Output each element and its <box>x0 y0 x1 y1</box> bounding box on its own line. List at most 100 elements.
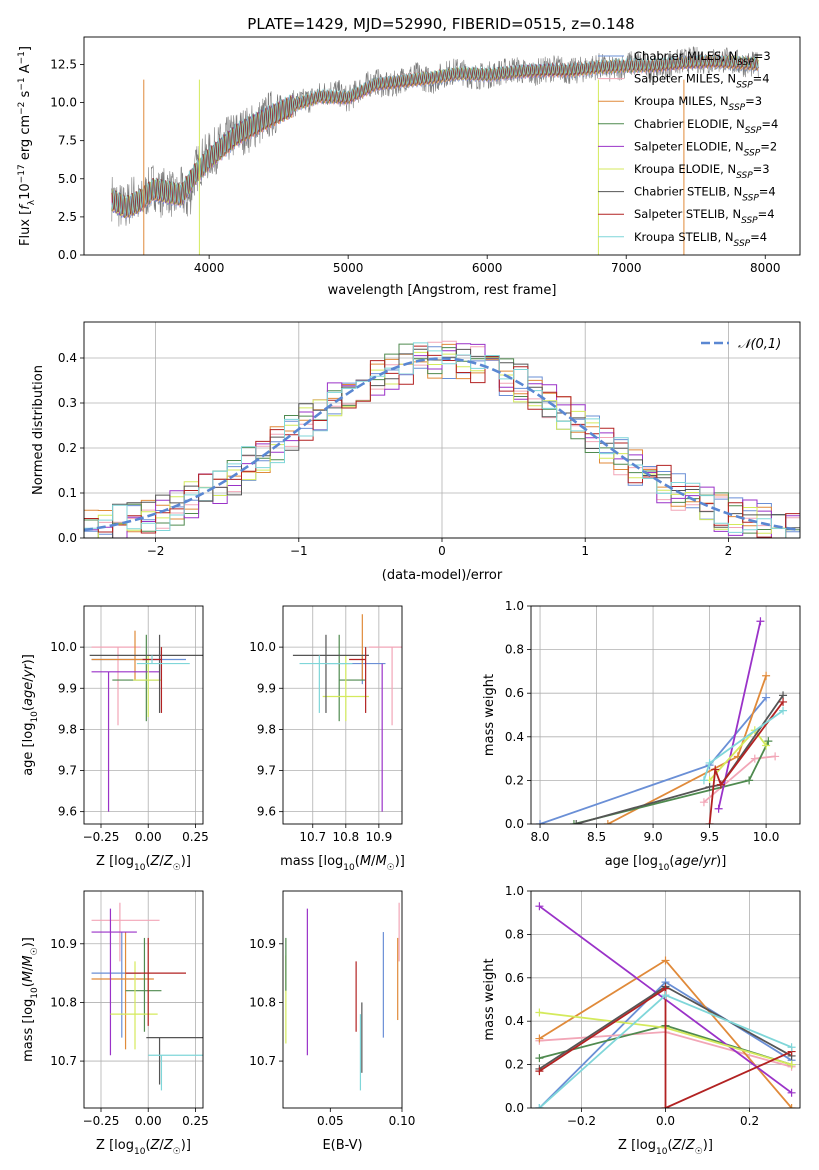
z_vs_mass-panel: −0.25 0.00 0.25 10.7 10.8 10.9 Z [log10(Z/Z☉)]… <box>21 890 209 1157</box>
y-tick-label: 0.0 <box>505 1101 524 1115</box>
x-tick-label: 0.10 <box>389 1114 416 1128</box>
weight-marker-salpeter-stelib <box>716 780 725 789</box>
y-tick-label: 10.7 <box>50 1054 77 1068</box>
weight-marker-kroupa-elodie <box>762 741 771 750</box>
spectrum-legend: Chabrier MILES, NSSP=3 Salpeter MILES, NS… <box>598 49 778 249</box>
y-tick-label: 0.4 <box>505 1014 524 1028</box>
z_vs_mass-plot-area <box>91 902 203 1091</box>
x-tick-label: 9.5 <box>700 830 719 844</box>
weight-marker-kroupa-stelib <box>535 1104 544 1108</box>
x-tick-label: 8.0 <box>530 830 549 844</box>
y-tick-label: 9.8 <box>257 722 276 736</box>
x-tick-label: 8000 <box>750 261 781 275</box>
x-tick-label: 6000 <box>472 261 503 275</box>
weight-marker-kroupa-miles <box>661 956 670 965</box>
x-axis-label: wavelength [Angstrom, rest frame] <box>328 283 557 298</box>
x-tick-label: 1 <box>581 544 589 558</box>
weight-marker-chabrier-miles <box>762 693 771 702</box>
z_vs_weight-panel: −0.2 0.0 0.2 0.0 0.2 0.4 0.6 0.8 1.0 Z [log10(Z/Z… <box>482 884 801 1157</box>
y-tick-label: 0.4 <box>58 351 77 365</box>
y-tick-label: 7.5 <box>58 134 77 148</box>
legend-entry: Salpeter ELODIE, NSSP=2 <box>634 139 777 158</box>
legend-entry: Salpeter STELIB, NSSP=4 <box>634 207 775 226</box>
weight-marker-kroupa-stelib <box>705 758 714 767</box>
x-tick-label: 0.2 <box>740 1114 759 1128</box>
x-tick-label: −0.2 <box>567 1114 596 1128</box>
weight-marker-kroupa-miles <box>535 1034 544 1043</box>
weight-marker-salpeter-stelib <box>711 765 720 774</box>
x-axis-label: (data-model)/error <box>382 568 503 583</box>
weight-marker-salpeter-miles <box>750 754 759 763</box>
x-tick-label: 10.0 <box>753 830 780 844</box>
weight-marker-kroupa-stelib <box>699 776 708 785</box>
weight-marker-salpeter-elodie <box>756 617 765 626</box>
y-tick-label: 10.8 <box>249 995 276 1009</box>
legend-entry: Chabrier STELIB, NSSP=4 <box>634 185 776 204</box>
weight-marker-chabrier-elodie <box>535 1054 544 1063</box>
z_vs_weight-plot-area <box>535 902 796 1108</box>
weight-line-salpeter-stelib <box>538 986 792 1108</box>
x-axis-label: E(B-V) <box>322 1138 362 1153</box>
y-tick-label: 0.4 <box>505 730 524 744</box>
model-spectrum-kroupa-stelib <box>111 54 759 217</box>
y-tick-label: 0.6 <box>505 971 524 985</box>
x-tick-label: 4000 <box>194 261 225 275</box>
weight-marker-salpeter-stelib <box>661 1104 670 1108</box>
weight-line-salpeter-stelib <box>708 701 784 824</box>
x-axis-label: Z [log10(Z/Z☉)] <box>96 1138 191 1157</box>
x-tick-label: 2 <box>725 544 733 558</box>
weight-marker-kroupa-miles <box>787 1104 796 1108</box>
legend-entry: 𝒩(0,1) <box>738 337 781 352</box>
y-tick-label: 9.9 <box>257 681 276 695</box>
weight-marker-salpeter-stelib <box>535 1067 544 1076</box>
y-tick-label: 9.7 <box>257 764 276 778</box>
residuals-plot-area <box>84 340 800 538</box>
weight-marker-kroupa-miles <box>762 671 771 680</box>
y-tick-label: 12.5 <box>50 57 77 71</box>
x-tick-label: 10.9 <box>366 830 393 844</box>
y-axis-label: mass [log10(M/M☉)] <box>21 937 40 1062</box>
y-tick-label: 0.0 <box>505 817 524 831</box>
y-axis-label: Flux [fλ10−17 erg cm−2 s−1 A−1] <box>17 46 37 246</box>
y-tick-label: 0.2 <box>505 1058 524 1072</box>
weight-marker-kroupa-miles <box>603 820 612 824</box>
x-tick-label: 10.8 <box>332 830 359 844</box>
y-tick-label: 10.0 <box>50 640 77 654</box>
weight-marker-kroupa-elodie <box>535 1008 544 1017</box>
weight-marker-salpeter-stelib <box>705 820 714 824</box>
x-tick-label: 7000 <box>611 261 642 275</box>
x-tick-label: −1 <box>290 544 308 558</box>
y-tick-label: 10.9 <box>50 937 77 951</box>
x-tick-label: −0.25 <box>83 1114 120 1128</box>
x-tick-label: 9.0 <box>644 830 663 844</box>
y-axis-label: Normed distribution <box>31 365 46 495</box>
axes-frame <box>83 36 801 256</box>
weight-marker-kroupa-elodie <box>787 1060 796 1069</box>
y-tick-label: 10.7 <box>249 1054 276 1068</box>
weight-line-chabrier-stelib <box>575 694 784 824</box>
x-tick-label: 0 <box>438 544 446 558</box>
y-tick-label: 0.2 <box>505 773 524 787</box>
age_vs_weight-panel: 8.0 8.5 9.0 9.5 10.0 0.0 0.2 0.4 0.6 0.8 1.0 age [l… <box>482 599 801 873</box>
x-tick-label: 10.7 <box>299 830 326 844</box>
y-tick-label: 0.8 <box>505 643 524 657</box>
z_vs_age-plot-area <box>89 630 203 812</box>
weight-marker-chabrier-stelib <box>705 782 714 791</box>
figure-title: PLATE=1429, MJD=52990, FIBERID=0515, z=0… <box>247 15 634 33</box>
weight-marker-chabrier-miles <box>536 820 545 824</box>
legend-entry: Chabrier ELODIE, NSSP=4 <box>634 117 778 136</box>
axes-frame <box>83 321 801 539</box>
x-tick-label: −2 <box>147 544 165 558</box>
legend-entry: Kroupa ELODIE, NSSP=3 <box>634 162 770 181</box>
y-tick-label: 9.6 <box>58 805 77 819</box>
weight-marker-chabrier-elodie <box>764 737 773 746</box>
mass_vs_age-panel: 10.7 10.8 10.9 9.6 9.7 9.8 9.9 10.0 mass [log10(… <box>249 605 405 873</box>
weight-marker-salpeter-elodie <box>787 1088 796 1097</box>
y-axis-label: mass weight <box>482 958 497 1040</box>
weight-marker-chabrier-elodie <box>745 776 754 785</box>
x-tick-label: 0.25 <box>182 1114 209 1128</box>
y-tick-label: 10.8 <box>50 995 77 1009</box>
legend-entry: Kroupa MILES, NSSP=3 <box>634 94 762 113</box>
y-tick-label: 9.7 <box>58 764 77 778</box>
weight-marker-chabrier-stelib <box>572 820 581 824</box>
